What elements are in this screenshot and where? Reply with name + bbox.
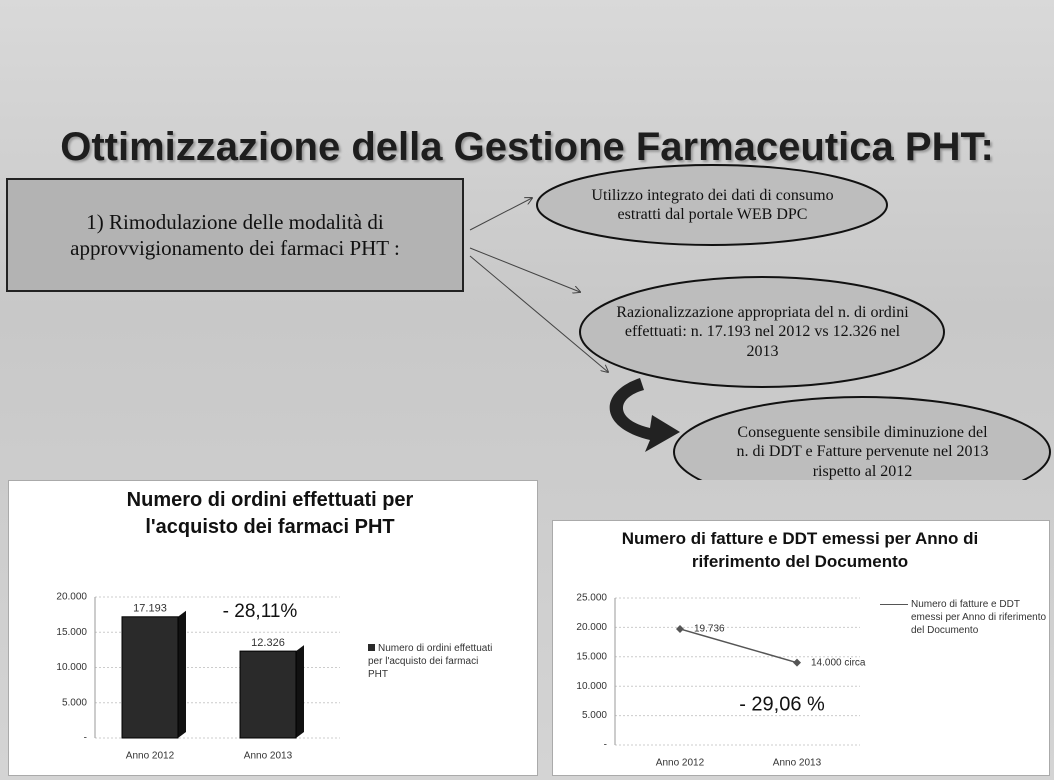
bar-side bbox=[178, 610, 186, 738]
legend-label: Numero di ordini effettuati per l'acquis… bbox=[368, 643, 493, 680]
y-tick-label: 15.000 bbox=[56, 627, 87, 638]
ellipse-text: Utilizzo integrato dei dati di consumo e… bbox=[591, 186, 834, 223]
chart-panel bbox=[552, 520, 1050, 776]
y-tick-label: 25.000 bbox=[576, 593, 607, 604]
y-tick-label: - bbox=[84, 733, 87, 744]
ellipse bbox=[673, 396, 1051, 480]
y-tick-label: 20.000 bbox=[576, 622, 607, 633]
y-tick-label: 20.000 bbox=[56, 592, 87, 603]
chart-title: Numero di fatture e DDT emessi per Anno … bbox=[621, 529, 979, 571]
arrow bbox=[469, 247, 580, 292]
x-tick-label: Anno 2012 bbox=[656, 758, 705, 769]
data-label: 12.326 bbox=[251, 637, 285, 649]
ellipse bbox=[579, 276, 945, 388]
x-tick-label: Anno 2012 bbox=[126, 751, 175, 762]
ellipse-text: Conseguente sensibile diminuzione del n.… bbox=[736, 424, 989, 480]
data-label: 19.736 bbox=[694, 624, 725, 635]
arrow bbox=[469, 198, 532, 231]
slide-title: Ottimizzazione della Gestione Farmaceuti… bbox=[60, 125, 994, 169]
connectors bbox=[469, 164, 1051, 480]
x-tick-label: Anno 2013 bbox=[244, 751, 293, 762]
ellipse bbox=[536, 164, 888, 246]
legend-swatch bbox=[880, 604, 908, 637]
marker bbox=[793, 658, 801, 667]
y-tick-label: - bbox=[604, 740, 607, 751]
box: 1) Rimodulazione delle modalità di appro… bbox=[6, 178, 464, 292]
annotation: - 28,11% bbox=[223, 601, 298, 622]
y-tick-label: 10.000 bbox=[56, 662, 87, 673]
legend-entry: Numero di ordini effettuati per l'acquis… bbox=[368, 642, 493, 681]
legend-label: Numero di fatture e DDT emessi per Anno … bbox=[911, 599, 1047, 636]
legend-entry: Numero di fatture e DDT emessi per Anno … bbox=[880, 598, 1048, 637]
bar bbox=[121, 616, 179, 739]
ellipse-text: Razionalizzazione appropriata del n. di … bbox=[616, 304, 909, 360]
arrow bbox=[469, 255, 608, 372]
bar bbox=[239, 650, 297, 739]
data-label: 17.193 bbox=[133, 603, 167, 615]
chart-title: Numero di ordini effettuati per l'acquis… bbox=[126, 489, 414, 538]
y-tick-label: 15.000 bbox=[576, 651, 607, 662]
annotation: - 29,06 % bbox=[739, 693, 825, 715]
x-tick-label: Anno 2013 bbox=[773, 758, 822, 769]
line bbox=[679, 628, 798, 664]
curved-arrow bbox=[609, 378, 680, 452]
data-label: 14.000 circa bbox=[811, 657, 866, 668]
y-tick-label: 5.000 bbox=[582, 710, 607, 721]
bar-side bbox=[296, 645, 304, 738]
legend-swatch bbox=[368, 644, 375, 651]
marker bbox=[676, 624, 684, 633]
y-tick-label: 10.000 bbox=[576, 681, 607, 692]
y-tick-label: 5.000 bbox=[62, 697, 87, 708]
